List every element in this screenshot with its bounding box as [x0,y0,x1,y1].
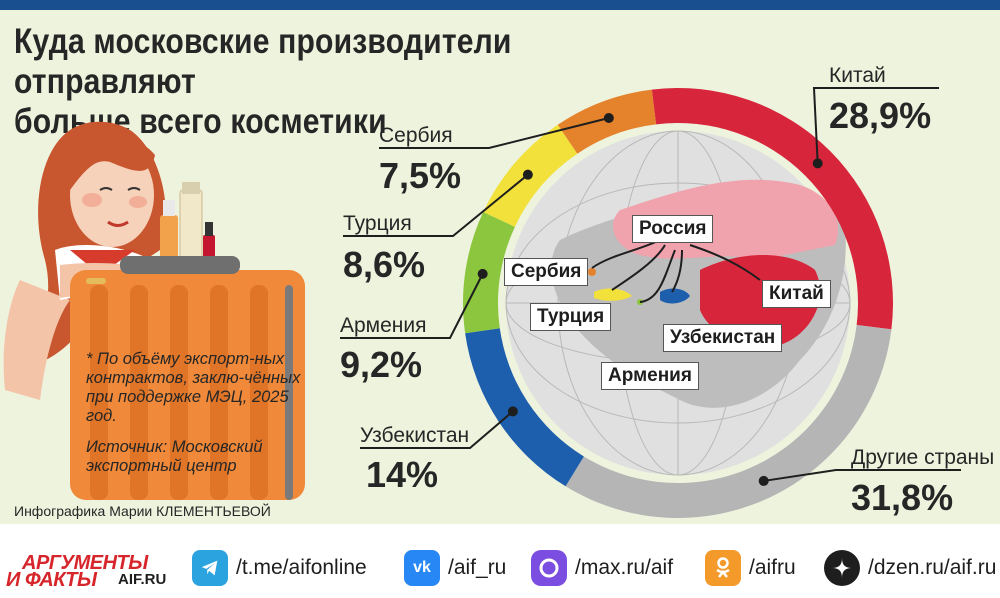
value-armenia: 9,2% [340,344,423,385]
social-link-telegram[interactable]: /t.me/aifonline [192,548,367,588]
social-link-text: /dzen.ru/aif.ru [868,556,997,579]
label-turkey: Турция [343,212,412,235]
value-turkey: 8,6% [343,244,426,285]
map-label-turkey: Турция [530,303,612,331]
donut-slice-0 [651,87,893,330]
label-other: Другие страны [851,446,995,469]
source-note: Источник: Московский экспортный центр [86,438,263,475]
social-link-text: /aifru [749,556,796,579]
donut-slice-3 [463,212,515,334]
social-link-text: /t.me/aifonline [236,556,367,579]
leader-line-4 [343,173,529,237]
social-link-vk[interactable]: vk /aif_ru [404,548,506,588]
value-uzbekistan: 14% [366,454,439,495]
social-link-text: /max.ru/aif [575,556,674,579]
donut-slice-1 [565,325,892,518]
social-link-ok[interactable]: /aifru [705,548,796,588]
telegram-icon [192,550,228,586]
infographic-credit: Инфографика Марии КЛЕМЕНТЬЕВОЙ [14,503,271,519]
label-armenia: Армения [340,314,427,337]
logo-site: AIF.RU [118,571,167,588]
map-label-uzbekistan: Узбекистан [663,324,783,352]
logo-line-2: И ФАКТЫ [6,569,97,591]
social-link-max[interactable]: /max.ru/aif [531,548,673,588]
map-label-serbia: Сербия [504,258,589,286]
label-serbia: Сербия [379,124,453,147]
footnote: * По объёму экспорт-ных контрактов, закл… [86,350,301,425]
top-accent-bar [0,0,1000,10]
globe-map [505,130,851,476]
map-label-china: Китай [762,280,831,308]
aif-logo[interactable]: АРГУМЕНТЫ И ФАКТЫ AIF.RU [6,552,176,591]
social-link-dzen[interactable]: /dzen.ru/aif.ru [824,548,996,588]
woman-with-suitcase-illustration [3,121,305,500]
leader-line-5 [379,117,610,149]
social-link-text: /aif_ru [448,556,507,579]
donut-slice-2 [465,328,584,487]
leader-line-1 [763,469,961,482]
logo-line-1: АРГУМЕНТЫ [22,552,148,574]
dzen-icon [824,550,860,586]
title-line-1: Куда московские производители отправляют [14,22,512,101]
value-china: 28,9% [829,95,932,136]
vk-icon: vk [404,550,440,586]
value-other: 31,8% [851,477,954,518]
map-label-armenia: Армения [601,362,699,390]
value-serbia: 7,5% [379,155,462,196]
ok-icon [705,550,741,586]
max-icon [531,550,567,586]
leader-line-2 [360,410,514,449]
label-china: Китай [829,64,886,87]
leader-line-3 [340,273,484,339]
map-label-russia: Россия [632,215,714,243]
leader-line-0 [812,87,939,164]
label-uzbekistan: Узбекистан [360,424,470,447]
